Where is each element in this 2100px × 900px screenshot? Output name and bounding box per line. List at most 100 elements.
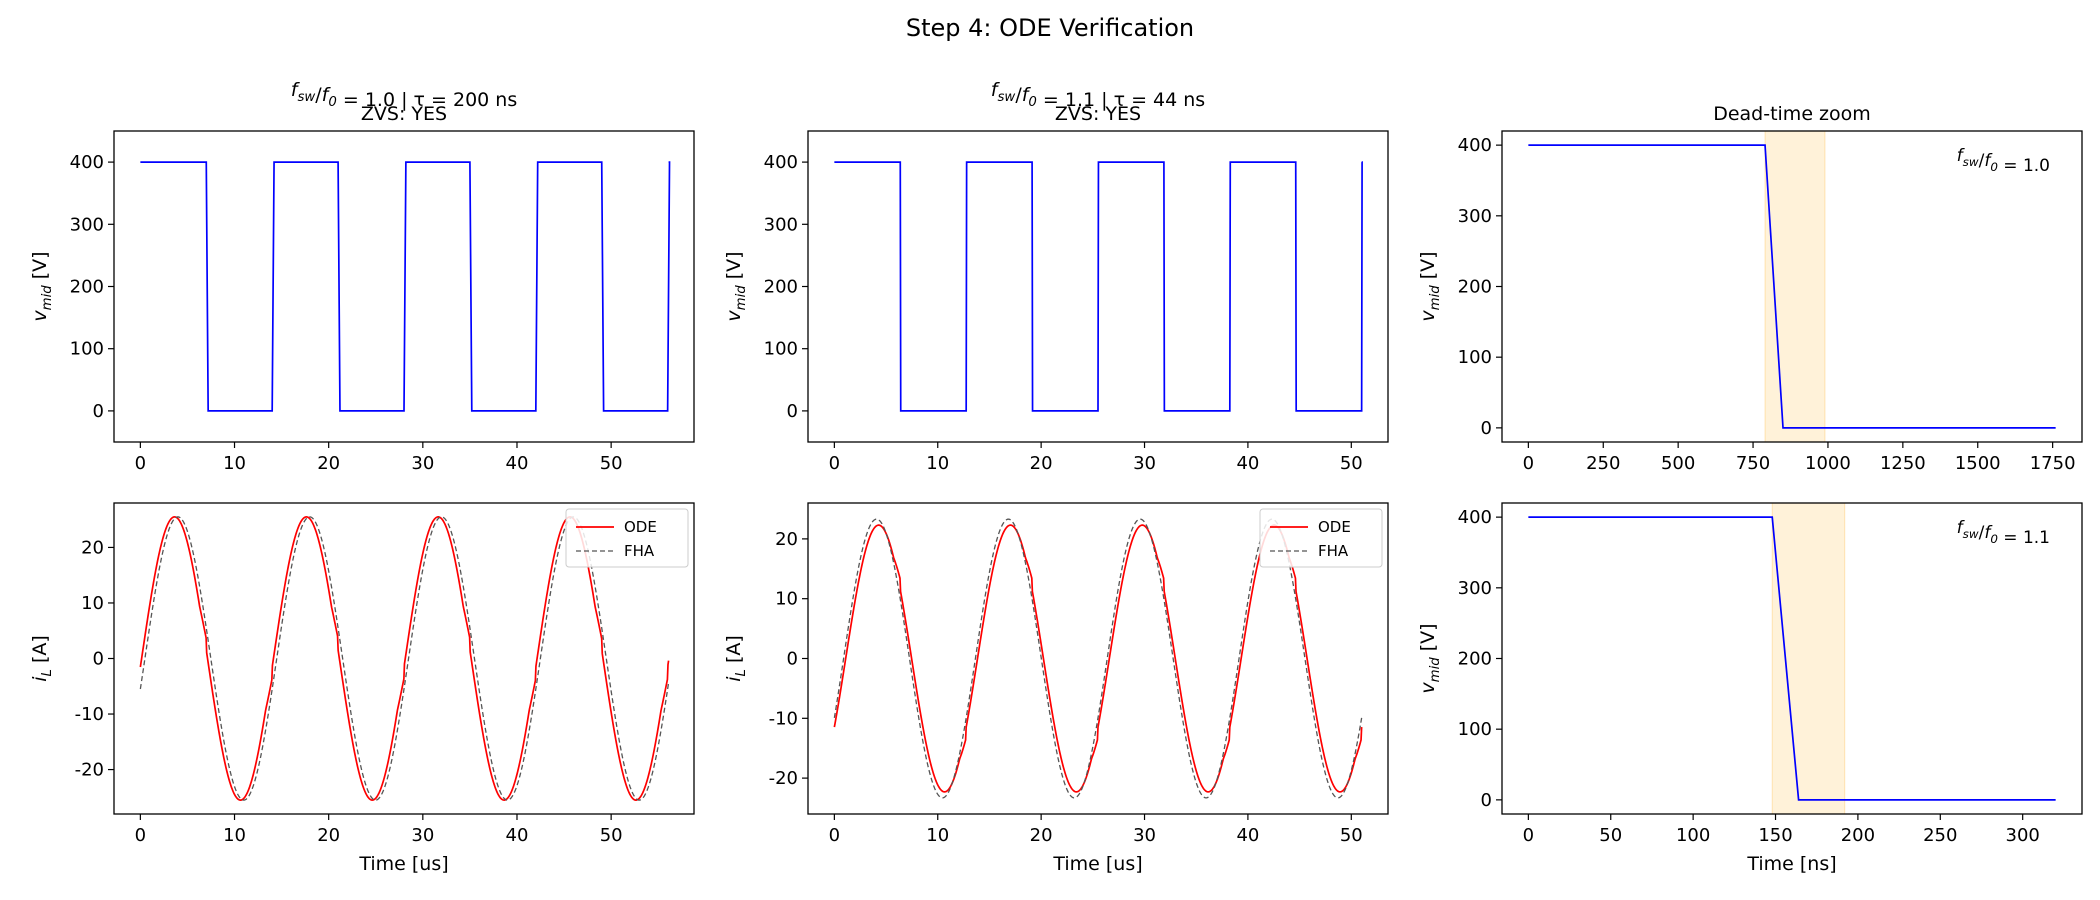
- series-line-0: [140, 161, 671, 412]
- x-tick-label: 20: [1030, 453, 1053, 474]
- x-tick-label: 1750: [2030, 453, 2076, 474]
- chart-title: Dead-time zoom: [1713, 103, 1871, 125]
- x-tick-label: 250: [1923, 825, 1957, 846]
- x-tick-label: 0: [1523, 453, 1534, 474]
- y-tick-label: 100: [1458, 719, 1492, 740]
- y-tick-label: 400: [1458, 507, 1492, 528]
- legend-entry: ODE: [1318, 518, 1351, 536]
- y-tick-label: 400: [1458, 135, 1492, 156]
- y-axis-label-sub: L: [734, 669, 749, 676]
- x-tick-label: 30: [411, 453, 434, 474]
- figure-title: Step 4: ODE Verification: [906, 14, 1194, 42]
- y-tick-label: 300: [1458, 578, 1492, 599]
- y-tick-label: 0: [1481, 790, 1492, 811]
- y-axis-label-unit: [V]: [29, 251, 51, 285]
- series-line-0: [834, 161, 1363, 412]
- text-part: = 1.1 | τ = 44 ns: [1037, 89, 1205, 111]
- x-axis-label: Time [ns]: [1746, 853, 1836, 875]
- y-tick-label: 20: [81, 537, 104, 558]
- legend-entry: ODE: [624, 518, 657, 536]
- x-tick-label: 0: [135, 453, 146, 474]
- annotation-label: fsw/f0 = 1.1: [1957, 518, 2050, 548]
- x-tick-label: 20: [1030, 825, 1053, 846]
- y-axis-label: vmid [V]: [29, 251, 55, 321]
- legend-box: [565, 508, 689, 568]
- series-line-0: [1528, 144, 2056, 429]
- y-tick-label: -10: [75, 704, 104, 725]
- y-axis-label: iL [A]: [29, 635, 55, 682]
- legend-box: [1259, 508, 1383, 568]
- y-tick-label: 100: [1458, 347, 1492, 368]
- y-axis-label-sub: mid: [40, 285, 55, 311]
- legend-entry: FHA: [624, 542, 655, 560]
- x-tick-label: 50: [1340, 825, 1363, 846]
- y-tick-label: 300: [1458, 206, 1492, 227]
- series-line-0: [1528, 516, 2056, 801]
- text-subscript: sw: [1963, 155, 1979, 169]
- y-axis-label-unit: [V]: [1417, 251, 1439, 285]
- x-axis-label: Time [us]: [1052, 853, 1142, 875]
- chart-title-line1: fsw/f0 = 1.0 | τ = 200 ns: [291, 79, 517, 111]
- y-tick-label: 0: [93, 649, 104, 670]
- series-line-fha: [833, 518, 1363, 799]
- y-axis-label-main: i: [29, 676, 51, 682]
- text-subscript: 0: [1028, 95, 1036, 110]
- y-tick-label: 0: [1481, 418, 1492, 439]
- x-tick-label: 30: [411, 825, 434, 846]
- chart-title-line2: ZVS: YES: [361, 103, 447, 125]
- x-tick-label: 750: [1736, 453, 1770, 474]
- y-tick-label: 0: [93, 401, 104, 422]
- y-axis-label-main: v: [29, 310, 51, 322]
- y-tick-label: -20: [769, 768, 798, 789]
- y-tick-label: 200: [764, 277, 798, 298]
- y-axis-label: iL [A]: [723, 635, 749, 682]
- x-tick-label: 30: [1133, 453, 1156, 474]
- y-tick-label: 0: [787, 401, 798, 422]
- x-tick-label: 200: [1841, 825, 1875, 846]
- x-tick-label: 0: [829, 825, 840, 846]
- x-axis-label: Time [us]: [358, 853, 448, 875]
- x-tick-label: 500: [1661, 453, 1695, 474]
- chart-title-line2: ZVS: YES: [1055, 103, 1141, 125]
- text-subscript: sw: [1963, 527, 1979, 541]
- chart-i1: 0 10 20 30 40 50 -20 -10 0 10 20 iL [A] Time [us] ODE…: [29, 502, 695, 875]
- y-axis-label-sub: mid: [1428, 657, 1443, 683]
- y-tick-label: -10: [769, 708, 798, 729]
- y-tick-label: 200: [1458, 649, 1492, 670]
- text-part: f: [1022, 84, 1032, 106]
- y-tick-label: 300: [70, 214, 104, 235]
- text-part: f: [1957, 146, 1966, 166]
- x-tick-label: 40: [1236, 825, 1259, 846]
- series-line-fha: [139, 516, 670, 801]
- text-part: = 1.0 | τ = 200 ns: [337, 89, 517, 111]
- y-tick-label: 0: [787, 649, 798, 670]
- x-tick-label: 1500: [1955, 453, 2001, 474]
- y-axis-label-unit: [A]: [723, 635, 745, 669]
- text-part: /: [1015, 84, 1022, 106]
- y-tick-label: 20: [775, 529, 798, 550]
- x-tick-label: 1250: [1880, 453, 1926, 474]
- y-tick-label: 10: [775, 589, 798, 610]
- y-axis-label-unit: [V]: [1417, 623, 1439, 657]
- y-tick-label: 200: [70, 277, 104, 298]
- y-tick-label: 300: [764, 214, 798, 235]
- x-tick-label: 250: [1586, 453, 1620, 474]
- y-tick-label: 10: [81, 593, 104, 614]
- y-axis-label-sub: mid: [734, 285, 749, 311]
- x-tick-label: 10: [926, 825, 949, 846]
- x-tick-label: 10: [223, 453, 246, 474]
- x-tick-label: 300: [2006, 825, 2040, 846]
- x-tick-label: 1000: [1805, 453, 1851, 474]
- y-axis-label-main: v: [1417, 682, 1439, 694]
- y-axis-label-unit: [A]: [29, 635, 51, 669]
- text-part: /: [1979, 151, 1985, 171]
- y-axis-label-main: v: [723, 310, 745, 322]
- x-tick-label: 50: [600, 825, 623, 846]
- y-axis-label-sub: L: [40, 669, 55, 676]
- text-part: = 1.1: [1998, 528, 2050, 548]
- y-tick-label: 400: [764, 152, 798, 173]
- chart-title-line1: fsw/f0 = 1.1 | τ = 44 ns: [991, 79, 1205, 111]
